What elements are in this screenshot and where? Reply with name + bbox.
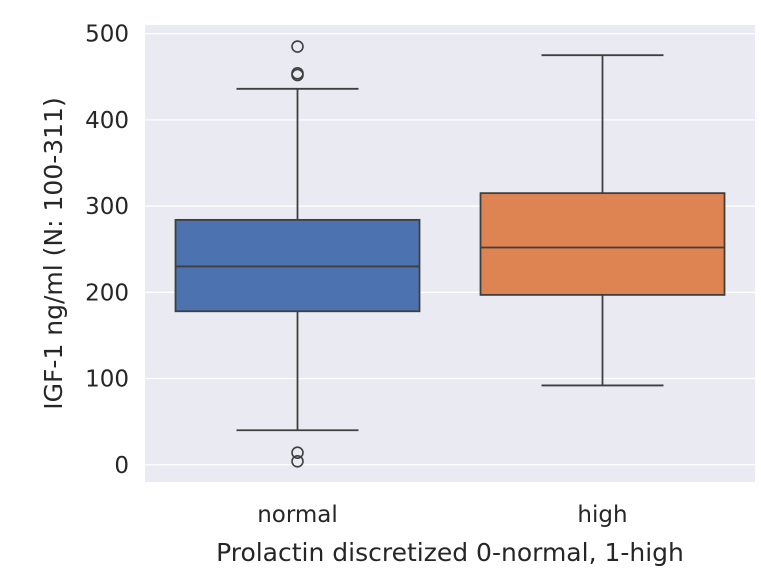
y-tick-label: 400 xyxy=(85,108,129,134)
y-tick-label: 500 xyxy=(85,22,129,48)
outlier-point xyxy=(291,455,304,468)
y-tick-labels: 0 100 200 300 400 500 xyxy=(85,22,129,479)
x-tick-label: high xyxy=(577,502,627,528)
box-group-high xyxy=(479,54,726,387)
iqr-box xyxy=(479,192,726,296)
outlier-point xyxy=(291,40,304,53)
y-tick-label: 100 xyxy=(85,367,129,393)
y-tick-label: 200 xyxy=(85,280,129,306)
x-axis-title: Prolactin discretized 0-normal, 1-high xyxy=(216,538,684,567)
outlier-point xyxy=(291,446,304,459)
box-group-normal xyxy=(174,40,421,468)
boxes-layer xyxy=(174,40,726,468)
y-tick-label: 0 xyxy=(114,453,129,479)
y-axis-title: IGF-1 ng/ml (N: 100-311) xyxy=(39,97,68,409)
outlier-point xyxy=(291,66,304,80)
y-tick-label: 300 xyxy=(85,194,129,220)
x-tick-labels: normal high xyxy=(257,502,627,528)
x-tick-label: normal xyxy=(257,502,338,528)
